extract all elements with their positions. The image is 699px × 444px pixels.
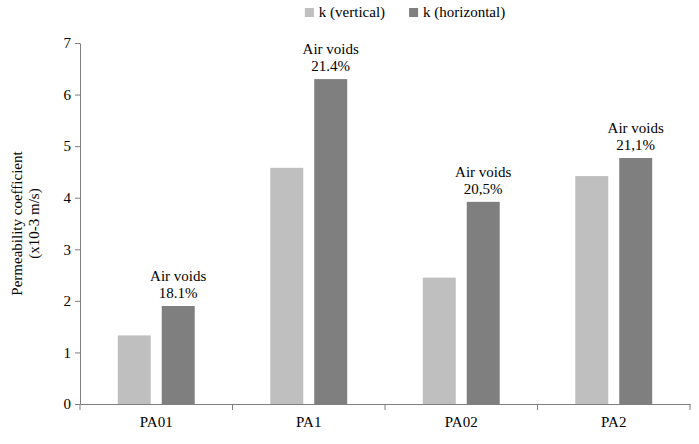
annotation: Air voids20,5% bbox=[455, 164, 511, 197]
tick-label: 0 bbox=[64, 396, 72, 412]
tick: 2 bbox=[64, 293, 81, 309]
legend-label: k (vertical) bbox=[319, 4, 385, 21]
annotation-line: 21,1% bbox=[616, 137, 655, 153]
tick-label: 2 bbox=[64, 293, 72, 309]
tick-label: 1 bbox=[64, 345, 72, 361]
bar bbox=[270, 168, 303, 404]
tick-label: 7 bbox=[64, 35, 72, 51]
category-separator bbox=[537, 404, 538, 410]
y-axis-title: Permeability coefficient(x10-3 m/s) bbox=[9, 151, 43, 296]
annotation-line: Air voids bbox=[303, 41, 359, 57]
tick: 3 bbox=[64, 242, 81, 258]
annotation-line: 21.4% bbox=[311, 58, 350, 74]
tick: 1 bbox=[64, 345, 81, 361]
tick: 5 bbox=[64, 138, 81, 154]
annotation: Air voids21,1% bbox=[608, 120, 664, 153]
annotation-line: 20,5% bbox=[464, 181, 503, 197]
y-axis-title-line: (x10-3 m/s) bbox=[26, 188, 43, 258]
tick-mark bbox=[75, 404, 80, 405]
tick: 4 bbox=[64, 190, 81, 206]
tick-label: PA1 bbox=[296, 414, 321, 430]
annotation: Air voids21.4% bbox=[303, 41, 359, 74]
tick: PA1 bbox=[296, 404, 321, 430]
x-axis: PA01 PA1 PA02 PA2 bbox=[80, 404, 691, 430]
bar bbox=[162, 306, 195, 404]
tick: 6 bbox=[64, 87, 81, 103]
bar bbox=[619, 158, 652, 404]
legend-item: k (vertical) bbox=[305, 4, 385, 21]
tick: PA01 bbox=[140, 404, 173, 430]
tick: PA02 bbox=[445, 404, 478, 430]
y-axis: 0 1 2 3 4 5 6 7 bbox=[64, 35, 81, 412]
tick-mark bbox=[75, 43, 80, 44]
bars bbox=[118, 79, 652, 404]
tick-label: PA01 bbox=[140, 414, 173, 430]
legend-item: k (horizontal) bbox=[409, 4, 505, 21]
tick-label: PA02 bbox=[445, 414, 478, 430]
tick-label: PA2 bbox=[601, 414, 626, 430]
annotation-line: Air voids bbox=[608, 120, 664, 136]
legend-swatch bbox=[305, 8, 314, 17]
y-axis-line bbox=[80, 44, 81, 405]
tick: 7 bbox=[64, 35, 81, 51]
bar bbox=[118, 335, 151, 404]
category-separator bbox=[80, 404, 81, 410]
tick: PA2 bbox=[601, 404, 626, 430]
chart: 0 1 2 3 4 5 6 7 PA01 PA1 PA02 PA2 Permeability coeff… bbox=[0, 0, 699, 444]
tick-mark bbox=[75, 146, 80, 147]
tick-mark bbox=[75, 198, 80, 199]
tick-mark bbox=[75, 95, 80, 96]
bar bbox=[575, 176, 608, 404]
tick-label: 6 bbox=[64, 87, 72, 103]
tick-mark bbox=[75, 249, 80, 250]
tick: 0 bbox=[64, 396, 81, 412]
legend-swatch bbox=[409, 8, 418, 17]
annotation-line: Air voids bbox=[150, 268, 206, 284]
annotation-line: Air voids bbox=[455, 164, 511, 180]
tick-label: 5 bbox=[64, 138, 72, 154]
tick-mark bbox=[75, 301, 80, 302]
annotation-line: 18.1% bbox=[159, 285, 198, 301]
annotations: Air voids18.1%Air voids21.4%Air voids20,… bbox=[150, 41, 664, 301]
category-separator bbox=[690, 404, 691, 410]
tick-label: 3 bbox=[64, 242, 72, 258]
category-separator bbox=[385, 404, 386, 410]
legend-label: k (horizontal) bbox=[423, 4, 505, 21]
bar bbox=[467, 202, 500, 404]
tick-mark bbox=[75, 352, 80, 353]
tick-label: 4 bbox=[64, 190, 72, 206]
legend: k (vertical) k (horizontal) bbox=[305, 4, 505, 21]
bar bbox=[423, 278, 456, 404]
y-axis-title-line: Permeability coefficient bbox=[9, 151, 25, 296]
category-separator bbox=[232, 404, 233, 410]
annotation: Air voids18.1% bbox=[150, 268, 206, 301]
bar bbox=[314, 79, 347, 404]
